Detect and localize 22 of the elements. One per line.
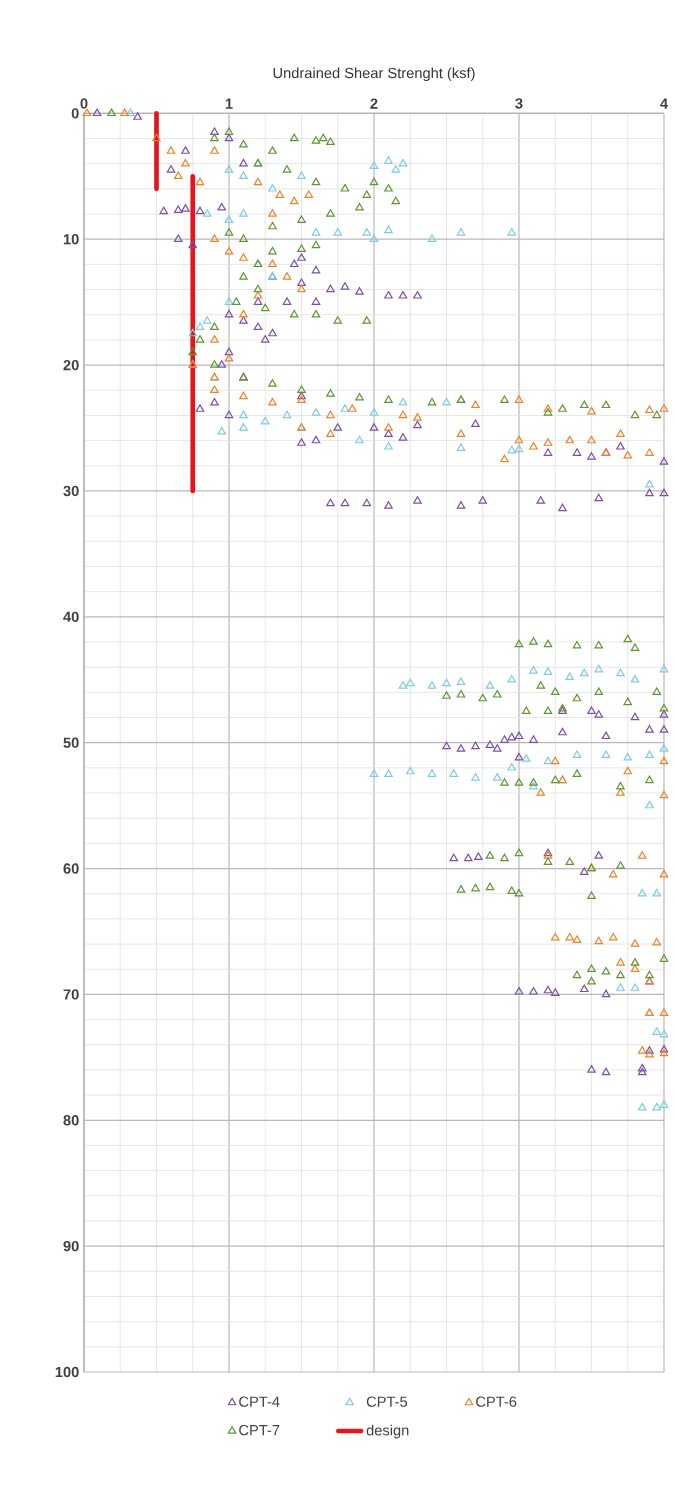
y-tick-label: 0 [71, 108, 79, 119]
x-tick-label: 4 [660, 98, 668, 109]
x-axis-title: Undrained Shear Strenght (ksf) [273, 67, 475, 82]
y-tick-label: 10 [63, 234, 79, 245]
x-tick-label: 3 [515, 98, 523, 109]
y-tick-label: 70 [63, 989, 79, 1000]
y-tick-label: 100 [55, 1366, 79, 1378]
y-tick-label: 80 [63, 1115, 79, 1126]
legend-label: CPT-7 [239, 1424, 280, 1436]
y-tick-label: 40 [63, 611, 79, 623]
y-tick-label: 30 [63, 485, 79, 497]
legend-label: CPT-4 [239, 1396, 280, 1407]
y-tick-label: 20 [63, 359, 79, 371]
y-tick-label: 90 [63, 1240, 79, 1252]
x-tick-label: 1 [225, 98, 233, 109]
legend-label: CPT-5 [366, 1396, 408, 1407]
legend-label: design [366, 1424, 409, 1439]
y-tick-label: 60 [63, 863, 79, 874]
x-tick-label: 2 [370, 98, 378, 109]
x-tick-label: 0 [80, 98, 88, 109]
legend-label: CPT-6 [476, 1396, 517, 1407]
y-tick-label: 50 [63, 737, 79, 748]
